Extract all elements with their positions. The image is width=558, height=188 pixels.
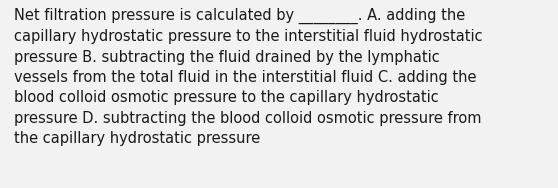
Text: Net filtration pressure is calculated by ________. A. adding the
capillary hydro: Net filtration pressure is calculated by…: [14, 8, 483, 146]
